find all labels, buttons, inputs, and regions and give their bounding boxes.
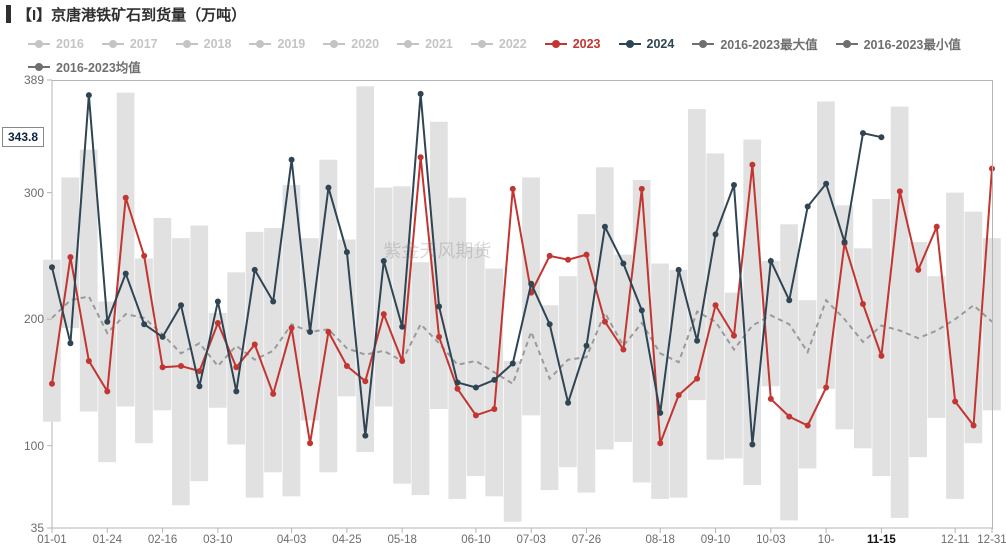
- legend-item-y2018[interactable]: 2018: [176, 34, 232, 53]
- y-tick-label: 300: [4, 186, 44, 200]
- x-tick-label: 12-31: [977, 534, 1006, 546]
- y-tick-label: 200: [4, 312, 44, 326]
- x-tick-label: 01-24: [93, 534, 122, 546]
- chart-title-bar: 【I】京唐港铁矿石到货量（万吨）: [0, 0, 1006, 28]
- legend-marker: [249, 39, 271, 49]
- x-tick-label: 08-18: [646, 534, 675, 546]
- legend-label: 2016: [56, 37, 84, 51]
- legend-marker: [28, 39, 50, 49]
- legend-label: 2016-2023最小值: [864, 34, 961, 53]
- legend-label: 2024: [647, 37, 675, 51]
- legend-label: 2023: [573, 37, 601, 51]
- title-marker: [6, 5, 11, 23]
- chart-title: 【I】京唐港铁矿石到货量（万吨）: [17, 4, 246, 25]
- y-tick-label: 35: [4, 521, 44, 535]
- legend-label: 2019: [277, 37, 305, 51]
- legend-marker: [692, 39, 714, 49]
- legend-label: 2016-2023均值: [56, 57, 141, 76]
- plot-border: [52, 80, 993, 529]
- x-tick-label: 10-: [818, 534, 835, 546]
- y-tick-label: 389: [4, 73, 44, 87]
- legend-marker: [323, 39, 345, 49]
- legend-marker: [545, 39, 567, 49]
- legend-label: 2020: [351, 37, 379, 51]
- legend-marker: [619, 39, 641, 49]
- legend-label: 2016-2023最大值: [720, 34, 817, 53]
- legend-item-y2022[interactable]: 2022: [471, 34, 527, 53]
- x-tick-label: 01-01: [37, 534, 66, 546]
- x-tick-label: 06-10: [461, 534, 490, 546]
- legend-item-s2024[interactable]: 2024: [619, 34, 675, 53]
- x-tick-label: 12-11: [941, 534, 970, 546]
- x-tick-label: 09-10: [701, 534, 730, 546]
- x-tick-label: 04-03: [277, 534, 306, 546]
- legend-marker: [176, 39, 198, 49]
- x-tick-label: 04-25: [332, 534, 361, 546]
- x-tick-label: 11-15: [867, 534, 896, 546]
- legend-marker: [102, 39, 124, 49]
- legend-marker: [28, 62, 50, 72]
- x-tick-label: 02-16: [148, 534, 177, 546]
- legend-marker: [397, 39, 419, 49]
- legend-marker: [471, 39, 493, 49]
- y-tick-label: 100: [4, 439, 44, 453]
- y-last-value-box: 343.8: [2, 127, 44, 147]
- legend: 2016 2017 2018 2019 2020 2021 2022 2023 2024 2016…: [0, 28, 1006, 80]
- x-tick-label: 07-03: [516, 534, 545, 546]
- legend-label: 2022: [499, 37, 527, 51]
- legend-item-y2020[interactable]: 2020: [323, 34, 379, 53]
- chart-area: 紫金天风期货 35100200300389343.801-0101-2402-1…: [0, 80, 1006, 555]
- x-tick-label: 05-18: [387, 534, 416, 546]
- legend-label: 2018: [204, 37, 232, 51]
- legend-marker: [836, 39, 858, 49]
- legend-item-s2023[interactable]: 2023: [545, 34, 601, 53]
- legend-item-min[interactable]: 2016-2023最小值: [836, 34, 961, 53]
- legend-item-y2019[interactable]: 2019: [249, 34, 305, 53]
- x-tick-label: 03-10: [203, 534, 232, 546]
- x-tick-label: 10-03: [756, 534, 785, 546]
- x-tick-label: 07-26: [572, 534, 601, 546]
- legend-label: 2021: [425, 37, 453, 51]
- legend-item-avg[interactable]: 2016-2023均值: [28, 57, 141, 76]
- legend-item-y2017[interactable]: 2017: [102, 34, 158, 53]
- legend-item-y2016[interactable]: 2016: [28, 34, 84, 53]
- legend-label: 2017: [130, 37, 158, 51]
- legend-item-max[interactable]: 2016-2023最大值: [692, 34, 817, 53]
- legend-item-y2021[interactable]: 2021: [397, 34, 453, 53]
